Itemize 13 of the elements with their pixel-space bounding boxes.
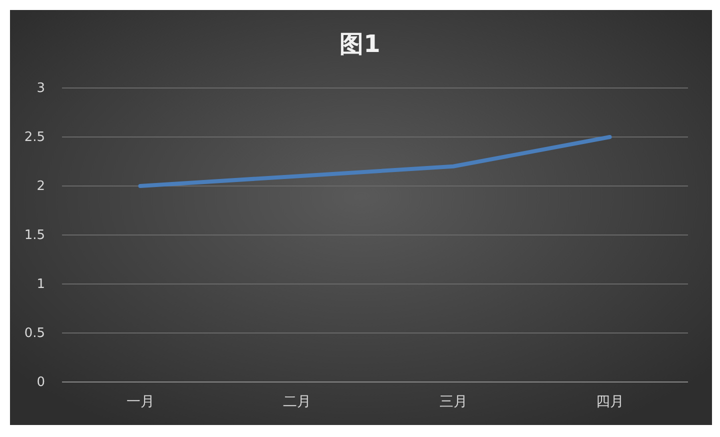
- line-series: [138, 135, 612, 188]
- y-tick-label: 2.5: [24, 130, 45, 145]
- y-tick-label: 0: [36, 375, 45, 390]
- x-tick-label: 一月: [126, 394, 154, 410]
- x-tick-label: 四月: [596, 394, 624, 410]
- x-tick-label: 二月: [282, 394, 311, 410]
- y-tick-label: 0.5: [24, 326, 45, 341]
- chart-title: 图1: [340, 30, 380, 58]
- y-tick-label: 1: [36, 277, 45, 292]
- y-tick-label: 1.5: [24, 228, 45, 243]
- y-tick-label: 3: [36, 81, 45, 96]
- x-tick-label: 三月: [439, 394, 468, 410]
- y-tick-label: 2: [36, 179, 45, 194]
